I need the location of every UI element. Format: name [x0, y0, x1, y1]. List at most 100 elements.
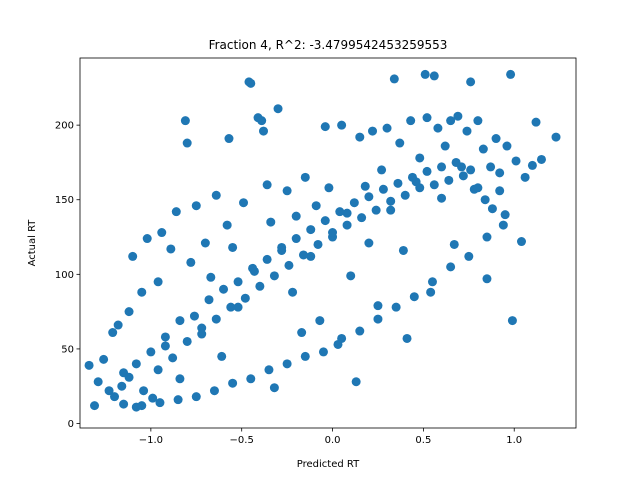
scatter-point — [157, 228, 167, 238]
scatter-point — [402, 333, 412, 343]
scatter-point — [498, 220, 508, 230]
scatter-point — [306, 225, 316, 235]
scatter-point — [422, 166, 432, 176]
scatter-point — [255, 281, 265, 291]
scatter-point — [306, 251, 316, 261]
scatter-point — [373, 301, 383, 311]
scatter-point — [320, 122, 330, 132]
scatter-point — [444, 175, 454, 185]
scatter-point — [420, 69, 430, 79]
scatter-point — [320, 216, 330, 226]
scatter-point — [113, 320, 123, 330]
scatter-point — [282, 359, 292, 369]
scatter-point — [137, 401, 147, 411]
scatter-point — [168, 353, 178, 363]
scatter-point — [502, 141, 512, 151]
scatter-point — [364, 238, 374, 248]
scatter-point — [228, 378, 238, 388]
x-axis-label: Predicted RT — [297, 459, 360, 470]
scatter-point — [282, 186, 292, 196]
scatter-point — [248, 263, 258, 273]
scatter-point — [171, 207, 181, 217]
scatter-point — [131, 359, 141, 369]
scatter-point — [297, 328, 307, 338]
scatter-point — [393, 178, 403, 188]
scatter-point — [197, 329, 207, 339]
scatter-point — [148, 393, 158, 403]
scatter-point — [204, 295, 214, 305]
scatter-point — [464, 251, 474, 261]
scatter-point — [482, 274, 492, 284]
y-axis-ticks: 0 50 100 150 200 — [55, 121, 80, 430]
scatter-point — [415, 183, 425, 193]
scatter-point — [337, 120, 347, 130]
scatter-point — [313, 239, 323, 249]
scatter-point — [527, 160, 537, 170]
scatter-point — [269, 271, 279, 281]
scatter-point — [264, 365, 274, 375]
scatter-point — [346, 271, 356, 281]
scatter-point — [166, 244, 176, 254]
scatter-point — [240, 293, 250, 303]
scatter-point — [189, 311, 199, 321]
scatter-point — [160, 341, 170, 351]
scatter-point — [433, 123, 443, 133]
scatter-point — [407, 172, 417, 182]
y-tick-label: 50 — [61, 344, 74, 355]
scatter-point — [211, 314, 221, 324]
scatter-point — [175, 316, 185, 326]
scatter-point — [110, 392, 120, 402]
scatter-point — [466, 77, 476, 87]
scatter-point — [516, 237, 526, 247]
y-tick-label: 100 — [55, 270, 74, 281]
scatter-point — [551, 132, 561, 142]
scatter-point — [124, 372, 134, 382]
scatter-point — [386, 205, 396, 215]
scatter-point — [99, 354, 109, 364]
scatter-point — [173, 395, 183, 405]
scatter-point — [409, 292, 419, 302]
scatter-point — [311, 201, 321, 211]
scatter-point — [191, 201, 201, 211]
scatter-point — [449, 239, 459, 249]
scatter-point — [246, 78, 256, 88]
scatter-point — [211, 190, 221, 200]
scatter-point — [473, 116, 483, 126]
scatter-point — [378, 184, 388, 194]
scatter-point — [371, 205, 381, 215]
scatter-point — [373, 314, 383, 324]
scatter-point — [382, 123, 392, 133]
scatter-point — [337, 333, 347, 343]
scatter-point — [506, 69, 516, 79]
scatter-point — [139, 386, 149, 396]
scatter-point — [437, 193, 447, 203]
scatter-point — [206, 272, 216, 282]
scatter-point — [473, 183, 483, 193]
scatter-point — [146, 347, 156, 357]
x-tick-label: −1.0 — [139, 435, 163, 446]
scatter-point — [269, 383, 279, 393]
scatter-point — [137, 287, 147, 297]
scatter-point — [273, 104, 283, 114]
plot-area — [84, 69, 561, 412]
scatter-point — [324, 183, 334, 193]
scatter-point — [209, 386, 219, 396]
scatter-point — [429, 180, 439, 190]
x-tick-label: −0.5 — [230, 435, 254, 446]
scatter-point — [422, 113, 432, 123]
scatter-point — [222, 220, 232, 230]
scatter-point — [482, 232, 492, 242]
y-tick-label: 200 — [55, 121, 74, 132]
scatter-point — [478, 144, 488, 154]
scatter-point — [426, 287, 436, 297]
scatter-point — [386, 196, 396, 206]
scatter-point — [355, 132, 365, 142]
scatter-point — [117, 381, 127, 391]
scatter-point — [487, 204, 497, 214]
scatter-point — [351, 377, 361, 387]
y-tick-label: 150 — [55, 195, 74, 206]
scatter-point — [368, 126, 378, 136]
scatter-point — [262, 254, 272, 264]
